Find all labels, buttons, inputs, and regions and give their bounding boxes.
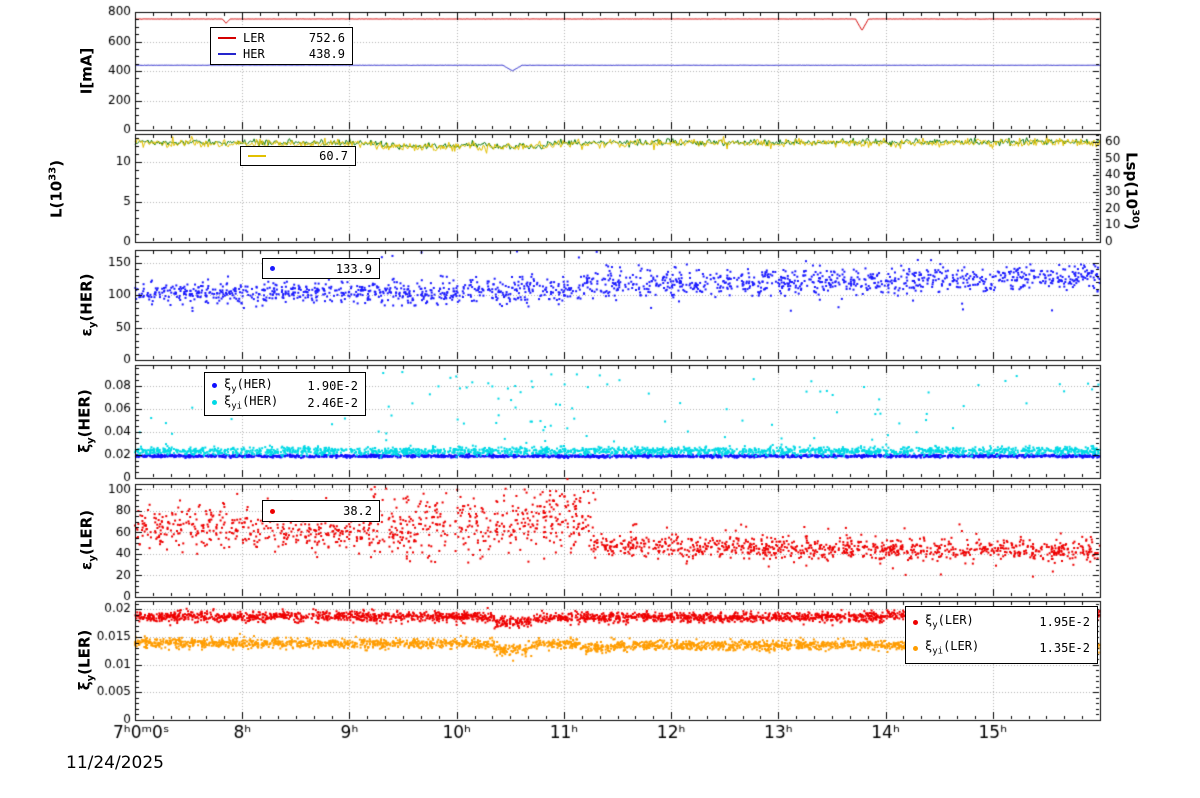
date-label: 11/24/2025 <box>66 753 164 773</box>
lsp-line-marker-icon <box>248 155 266 157</box>
axis-title-sub: y <box>85 437 97 444</box>
legend-value: 133.9 <box>335 261 372 276</box>
legend-entry-her: HER 438.9 <box>218 46 345 62</box>
legend-value: 1.35E-2 <box>1039 641 1090 655</box>
legend-value: 1.95E-2 <box>1039 615 1090 629</box>
axis-title-text: ξ <box>75 443 94 453</box>
legend-label-sub: y <box>932 620 938 631</box>
legend-luminosity: 60.7 <box>240 146 356 166</box>
axis-title-text: Lsp(10 <box>1122 152 1141 210</box>
legend-xiy-ler: ξy(LER) 1.95E-2 ξyi(LER) 1.35E-2 <box>905 606 1098 664</box>
ler-line-marker-icon <box>218 37 236 39</box>
legend-label: LER <box>243 31 265 45</box>
xiy-her-dot-marker-icon <box>212 383 217 388</box>
legend-entry-xiyi-her: ξyi(HER) 2.46E-2 <box>212 394 358 411</box>
axis-title-text: ) <box>47 159 66 167</box>
axis-title-ey-her: εy(HER) <box>78 274 99 337</box>
legend-value: 1.90E-2 <box>307 378 358 393</box>
legend-entry-ey-her: 133.9 <box>270 261 372 276</box>
axis-title-text: ε <box>77 561 96 570</box>
legend-label: ξyi(HER) <box>224 394 278 411</box>
legend-label-sub: yi <box>231 401 243 412</box>
legend-beam-current: LER 752.6 HER 438.9 <box>210 27 353 65</box>
legend-label-text: ξ <box>224 376 232 391</box>
legend-label: HER <box>243 47 265 61</box>
legend-label: ξyi(LER) <box>925 639 979 656</box>
legend-value: 38.2 <box>343 504 372 518</box>
legend-xiy-her: ξy(HER) 1.90E-2 ξyi(HER) 2.46E-2 <box>204 372 366 416</box>
legend-entry-xiyi-ler: ξyi(LER) 1.35E-2 <box>913 635 1090 661</box>
axis-title-text: (LER) <box>77 510 96 556</box>
axis-title-xiy-ler: ξy(LER) <box>76 630 97 690</box>
axis-title-text: ξ <box>75 681 94 691</box>
legend-label-text: ξ <box>224 393 232 408</box>
legend-label-text: (LER) <box>943 639 980 654</box>
axis-title-current: I[mA] <box>78 48 99 95</box>
legend-label: ξy(HER) <box>224 377 273 394</box>
axis-title-sub: y <box>85 674 97 682</box>
xiy-ler-dot-marker-icon <box>913 619 918 625</box>
axis-title-text: ) <box>1122 223 1141 230</box>
legend-value: 60.7 <box>319 149 348 163</box>
axis-title-sup: 30 <box>1129 209 1141 224</box>
axis-title-text: (HER) <box>77 273 96 322</box>
legend-label-text: ξ <box>925 613 933 628</box>
legend-entry-xiy-her: ξy(HER) 1.90E-2 <box>212 377 358 394</box>
legend-value: 438.9 <box>308 47 345 61</box>
legend-value: 752.6 <box>308 31 345 45</box>
axis-title-text: L(10 <box>47 180 66 219</box>
axis-title-sub: y <box>87 555 99 562</box>
axis-title-luminosity: L(1033) <box>48 160 69 218</box>
axis-title-text: I[mA] <box>77 47 96 95</box>
axis-title-text: ε <box>77 328 96 337</box>
axis-title-sub: y <box>87 321 99 329</box>
axis-title-text: (LER) <box>75 629 94 675</box>
legend-entry-ler: LER 752.6 <box>218 30 345 46</box>
legend-label-text: (LER) <box>937 613 974 628</box>
legend-label-sub: yi <box>932 646 944 657</box>
axis-title-lsp: Lsp(1030) <box>1120 152 1141 230</box>
axis-title-xiy-her: ξy(HER) <box>76 389 97 452</box>
legend-entry-ey-ler: 38.2 <box>270 503 372 519</box>
xiyi-her-dot-marker-icon <box>212 400 217 405</box>
her-line-marker-icon <box>218 53 236 55</box>
ey-ler-dot-marker-icon <box>270 508 275 514</box>
legend-value: 2.46E-2 <box>307 395 358 410</box>
legend-label-text: ξ <box>925 639 933 654</box>
legend-label-text: (HER) <box>236 376 273 391</box>
legend-entry-xiy-ler: ξy(LER) 1.95E-2 <box>913 609 1090 635</box>
legend-ey-her: 133.9 <box>262 258 380 279</box>
axis-title-ey-ler: εy(LER) <box>78 510 99 570</box>
legend-label: ξy(LER) <box>925 613 974 630</box>
legend-entry-lsp: 60.7 <box>248 149 348 163</box>
legend-label-sub: y <box>231 384 237 395</box>
axis-title-text: (HER) <box>75 389 94 438</box>
ey-her-dot-marker-icon <box>270 266 275 271</box>
axis-title-sup: 33 <box>47 166 59 181</box>
legend-ey-ler: 38.2 <box>262 500 380 522</box>
legend-label-text: (HER) <box>242 393 279 408</box>
xiyi-ler-dot-marker-icon <box>913 645 918 651</box>
